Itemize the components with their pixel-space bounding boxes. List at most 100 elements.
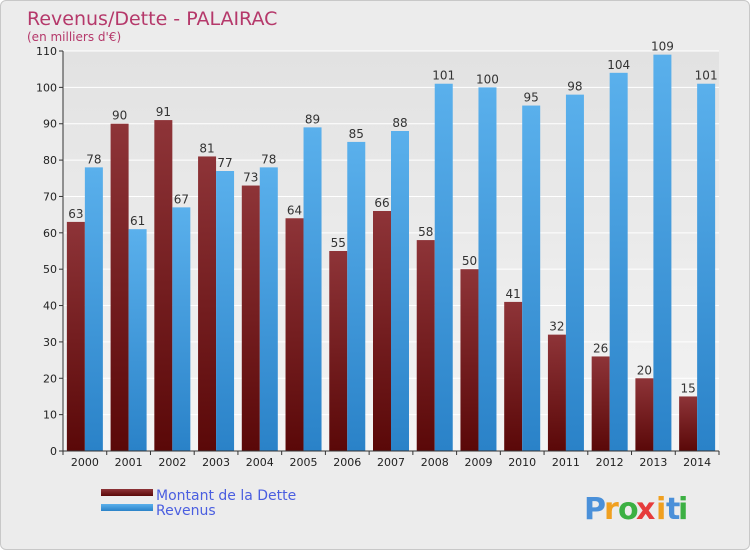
x-tick-label: 2004	[246, 456, 274, 469]
data-label: 98	[567, 80, 582, 94]
bar-dette-2004	[241, 185, 260, 451]
bar-revenus-2002	[172, 207, 191, 451]
y-tick-label: 100	[36, 81, 57, 94]
data-label: 81	[199, 141, 214, 155]
x-tick-label: 2007	[377, 456, 405, 469]
data-label: 85	[349, 127, 364, 141]
data-label: 73	[243, 171, 258, 185]
legend-label-dette: Montant de la Dette	[156, 488, 296, 504]
x-tick-label: 2002	[158, 456, 186, 469]
data-label: 66	[374, 196, 389, 210]
data-label: 20	[637, 363, 652, 377]
data-label: 95	[524, 91, 539, 105]
y-tick-label: 70	[43, 190, 57, 203]
data-label: 104	[607, 58, 630, 72]
y-tick-label: 80	[43, 154, 57, 167]
x-tick-label: 2003	[202, 456, 230, 469]
x-tick-label: 2006	[333, 456, 361, 469]
logo-letter: P	[584, 492, 606, 527]
data-label: 91	[156, 105, 171, 119]
y-tick-label: 60	[43, 227, 57, 240]
x-axis-ticks: 2000 2001 2002 2003 2004 2005 2006 2007 2008 2009…	[62, 451, 720, 469]
legend-swatch-dette	[101, 489, 153, 496]
data-label: 67	[174, 192, 189, 206]
bar-dette-2001	[110, 123, 129, 452]
data-label: 63	[68, 207, 83, 221]
data-label: 78	[86, 152, 101, 166]
bar-dette-2000	[66, 221, 85, 451]
x-tick-label: 2009	[464, 456, 492, 469]
bar-revenus-2004	[259, 167, 278, 451]
logo-letter: i	[656, 492, 666, 527]
bar-revenus-2011	[565, 94, 584, 452]
data-label: 58	[418, 225, 433, 239]
chart-subtitle: (en milliers d'€)	[27, 30, 121, 44]
x-tick-label: 2010	[508, 456, 536, 469]
data-label: 109	[651, 40, 674, 54]
logo-letter: t	[666, 492, 680, 527]
y-tick-label: 40	[43, 300, 57, 313]
data-label: 50	[462, 254, 477, 268]
y-tick-label: 110	[36, 45, 57, 58]
data-label: 78	[261, 152, 276, 166]
logo-letter: r	[604, 492, 619, 527]
data-label: 88	[392, 116, 407, 130]
bar-revenus-2006	[347, 141, 366, 451]
y-tick-label: 90	[43, 118, 57, 131]
x-tick-label: 2008	[421, 456, 449, 469]
y-tick-label: 50	[43, 263, 57, 276]
bar-dette-2008	[416, 240, 435, 451]
bar-dette-2007	[373, 211, 391, 451]
data-label: 89	[305, 112, 320, 126]
bar-dette-2013	[635, 378, 654, 451]
bar-dette-2005	[285, 218, 304, 451]
y-tick-label: 10	[43, 409, 57, 422]
data-label: 41	[506, 287, 521, 301]
bar-revenus-2007	[391, 131, 409, 451]
bar-dette-2012	[591, 356, 610, 451]
bar-revenus-2012	[609, 72, 628, 452]
bar-dette-2010	[504, 301, 523, 451]
bar-revenus-2009	[478, 87, 497, 451]
data-label: 101	[695, 69, 718, 83]
bar-dette-2009	[460, 269, 479, 451]
data-label: 64	[287, 203, 302, 217]
data-label: 15	[680, 381, 695, 395]
bar-revenus-2001	[128, 229, 147, 451]
x-tick-label: 2011	[552, 456, 580, 469]
data-label: 55	[331, 236, 346, 250]
bar-revenus-2003	[216, 171, 235, 451]
bar-revenus-2008	[434, 83, 453, 452]
x-tick-label: 2012	[596, 456, 624, 469]
proxiti-logo: Pr ox i ti	[584, 492, 688, 527]
bar-dette-2003	[198, 156, 217, 452]
legend-label-revenus: Revenus	[156, 503, 216, 519]
logo-letter: o	[618, 492, 639, 527]
x-tick-label: 2000	[71, 456, 99, 469]
data-label: 61	[130, 214, 145, 228]
bar-revenus-2010	[522, 105, 541, 451]
bar-revenus-2000	[84, 167, 103, 451]
x-tick-label: 2014	[683, 456, 711, 469]
y-axis-ticks: 0 10 20 30 40 50 60 70 80 90 100 110	[36, 45, 63, 458]
bar-dette-2002	[154, 120, 173, 451]
data-label: 26	[593, 341, 608, 355]
data-labels: 6378906191678177737864895585668858101501…	[68, 40, 717, 396]
bar-dette-2011	[547, 334, 566, 451]
legend-swatch-revenus	[101, 504, 153, 511]
data-label: 90	[112, 109, 127, 123]
logo-letter: x	[636, 492, 655, 527]
y-tick-label: 30	[43, 336, 57, 349]
x-tick-label: 2013	[639, 456, 667, 469]
chart-title: Revenus/Dette - PALAIRAC	[27, 8, 277, 30]
data-label: 100	[476, 72, 499, 86]
data-label: 101	[432, 69, 455, 83]
y-tick-label: 20	[43, 372, 57, 385]
data-label: 77	[217, 156, 232, 170]
data-label: 32	[549, 320, 564, 334]
bar-revenus-2005	[303, 127, 322, 451]
bar-revenus-2013	[653, 54, 672, 452]
x-tick-label: 2001	[115, 456, 143, 469]
